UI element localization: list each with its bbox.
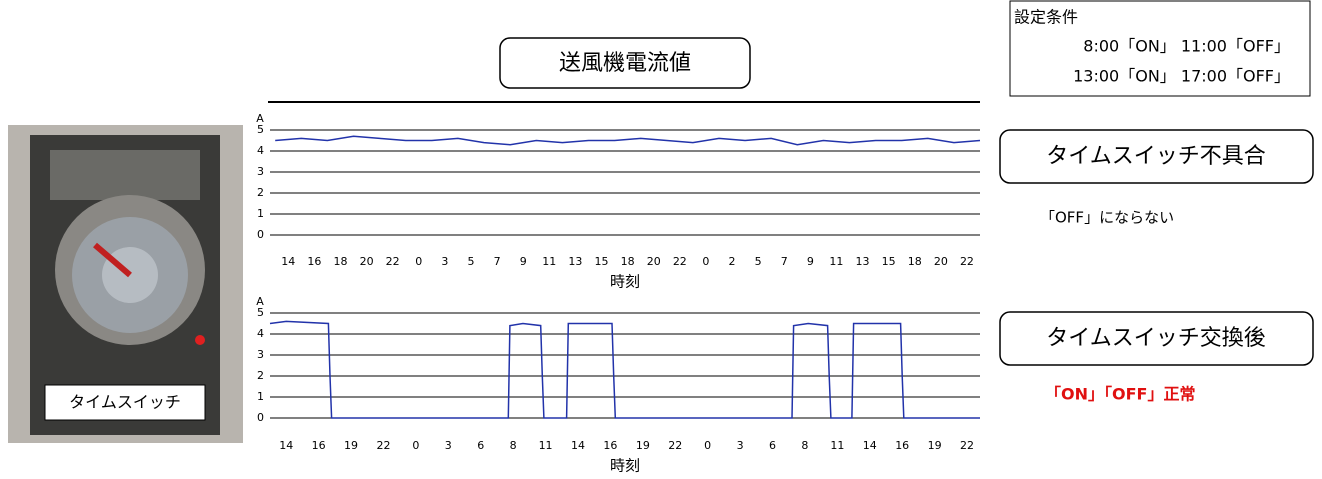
x-tick-label: 22 xyxy=(668,439,682,452)
photo-label: タイムスイッチ xyxy=(69,393,181,412)
data-line xyxy=(269,320,980,419)
x-axis-label: 時刻 xyxy=(610,273,640,291)
y-tick-label: 0 xyxy=(257,411,264,424)
x-tick-label: 13 xyxy=(856,255,870,268)
x-tick-label: 5 xyxy=(755,255,762,268)
y-tick-label: 4 xyxy=(257,327,264,340)
x-tick-label: 16 xyxy=(312,439,326,452)
y-tick-label: 2 xyxy=(257,186,264,199)
x-tick-label: 0 xyxy=(702,255,709,268)
x-tick-label: 19 xyxy=(928,439,942,452)
y-tick-label: 0 xyxy=(257,228,264,241)
title: 送風機電流値 xyxy=(559,51,691,76)
y-tick-label: 1 xyxy=(257,207,264,220)
x-tick-label: 11 xyxy=(542,255,556,268)
y-tick-label: 2 xyxy=(257,369,264,382)
x-tick-label: 14 xyxy=(279,439,293,452)
conditions-line: 8:00「ON」 11:00「OFF」 xyxy=(1083,37,1290,56)
x-tick-label: 3 xyxy=(445,439,452,452)
x-tick-label: 18 xyxy=(908,255,922,268)
x-tick-label: 7 xyxy=(494,255,501,268)
panel-label: タイムスイッチ交換後 xyxy=(1046,326,1266,351)
x-tick-label: 11 xyxy=(539,439,553,452)
data-line xyxy=(275,135,981,146)
panel-box xyxy=(999,311,1314,366)
x-tick-label: 9 xyxy=(807,255,814,268)
x-tick-label: 11 xyxy=(830,439,844,452)
panel-note: 「ON」「OFF」正常 xyxy=(1045,385,1195,404)
x-tick-label: 16 xyxy=(307,255,321,268)
x-tick-label: 18 xyxy=(333,255,347,268)
x-tick-label: 9 xyxy=(520,255,527,268)
title-box xyxy=(499,37,751,89)
y-tick-label: 3 xyxy=(257,348,264,361)
x-tick-label: 6 xyxy=(477,439,484,452)
conditions-heading: 設定条件 xyxy=(1014,8,1078,27)
x-tick-label: 22 xyxy=(386,255,400,268)
x-tick-label: 19 xyxy=(636,439,650,452)
x-tick-label: 20 xyxy=(360,255,374,268)
x-tick-label: 3 xyxy=(441,255,448,268)
x-tick-label: 22 xyxy=(960,439,974,452)
x-tick-label: 5 xyxy=(467,255,474,268)
x-tick-label: 8 xyxy=(510,439,517,452)
x-tick-label: 0 xyxy=(412,439,419,452)
panel-box xyxy=(999,129,1314,184)
x-tick-label: 2 xyxy=(729,255,736,268)
x-tick-label: 0 xyxy=(415,255,422,268)
y-tick-label: 4 xyxy=(257,144,264,157)
x-tick-label: 22 xyxy=(960,255,974,268)
x-tick-label: 7 xyxy=(781,255,788,268)
x-tick-label: 22 xyxy=(376,439,390,452)
timer-photo: タイムスイッチ xyxy=(8,125,243,443)
y-tick-label: 5 xyxy=(257,306,264,319)
y-tick-label: 5 xyxy=(257,123,264,136)
x-tick-label: 18 xyxy=(621,255,635,268)
y-axis-label: A xyxy=(256,112,264,125)
x-tick-label: 13 xyxy=(568,255,582,268)
conditions-box xyxy=(1009,0,1311,97)
x-tick-label: 6 xyxy=(769,439,776,452)
x-tick-label: 20 xyxy=(647,255,661,268)
panel-note: 「OFF」にならない xyxy=(1040,209,1174,227)
x-tick-label: 19 xyxy=(344,439,358,452)
x-tick-label: 15 xyxy=(882,255,896,268)
conditions-line: 13:00「ON」 17:00「OFF」 xyxy=(1073,67,1290,86)
x-tick-label: 22 xyxy=(673,255,687,268)
x-tick-label: 20 xyxy=(934,255,948,268)
y-axis-label: A xyxy=(256,295,264,308)
x-axis-label: 時刻 xyxy=(610,457,640,475)
panel-label: タイムスイッチ不具合 xyxy=(1046,144,1266,169)
y-tick-label: 1 xyxy=(257,390,264,403)
x-tick-label: 3 xyxy=(737,439,744,452)
y-tick-label: 3 xyxy=(257,165,264,178)
x-tick-label: 16 xyxy=(603,439,617,452)
x-tick-label: 14 xyxy=(571,439,585,452)
x-tick-label: 0 xyxy=(704,439,711,452)
x-tick-label: 14 xyxy=(863,439,877,452)
x-tick-label: 16 xyxy=(895,439,909,452)
x-tick-label: 15 xyxy=(595,255,609,268)
x-tick-label: 11 xyxy=(829,255,843,268)
x-tick-label: 14 xyxy=(281,255,295,268)
x-tick-label: 8 xyxy=(801,439,808,452)
